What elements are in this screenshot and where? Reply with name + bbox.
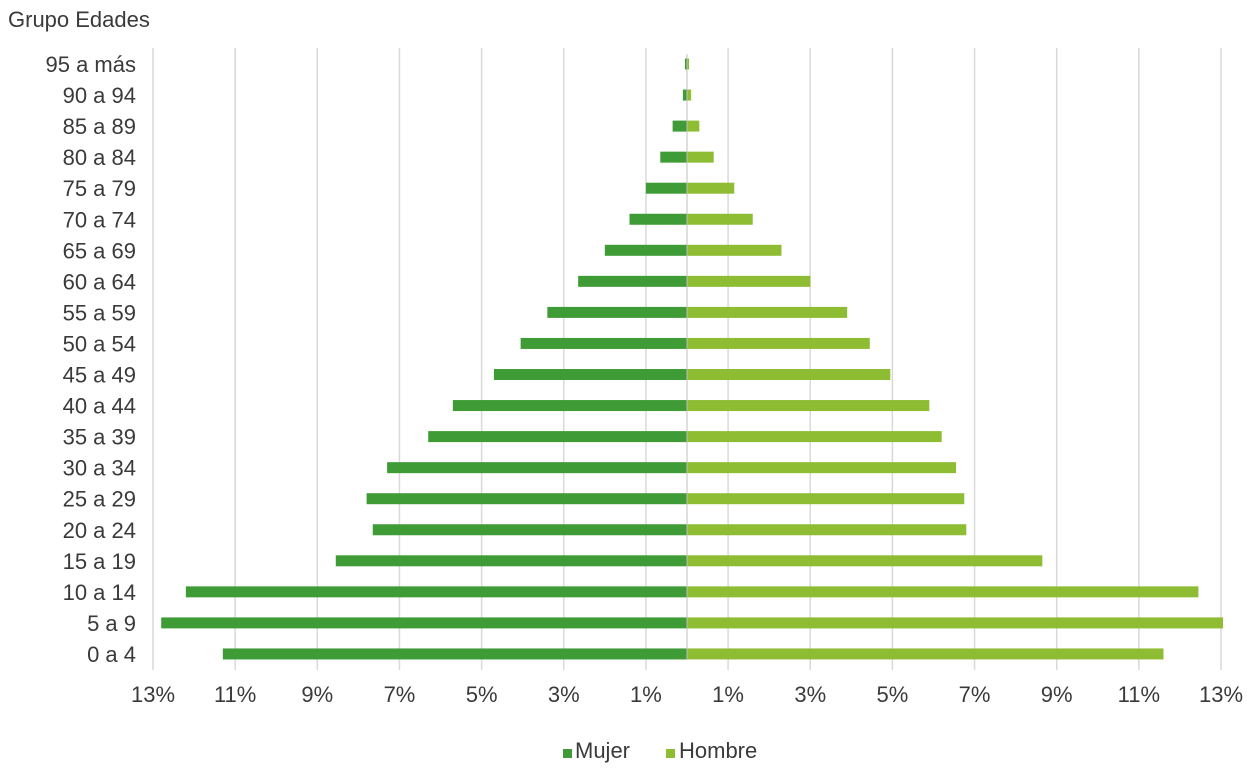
bar-hombre-9 — [687, 337, 870, 349]
x-tick-label-9: 5% — [876, 682, 908, 707]
bar-mujer-14 — [366, 493, 687, 505]
x-tick-label-1: 11% — [214, 682, 256, 707]
bar-mujer-0 — [684, 58, 687, 70]
x-tick-label-11: 9% — [1041, 682, 1073, 707]
bar-mujer-5 — [629, 213, 687, 225]
bar-hombre-5 — [687, 213, 753, 225]
category-label-1: 90 a 94 — [63, 83, 136, 108]
bar-hombre-17 — [687, 586, 1199, 598]
x-tick-label-5: 3% — [548, 682, 580, 707]
bar-mujer-15 — [372, 524, 687, 536]
bar-hombre-1 — [687, 89, 692, 101]
x-tick-label-8: 3% — [794, 682, 826, 707]
x-tick-label-13: 13% — [1199, 682, 1243, 707]
bar-hombre-6 — [687, 244, 782, 256]
x-tick-label-10: 7% — [959, 682, 991, 707]
bar-hombre-7 — [687, 275, 811, 287]
x-tick-label-4: 5% — [466, 682, 498, 707]
bar-mujer-8 — [547, 306, 687, 318]
x-tick-label-0: 13% — [131, 682, 175, 707]
category-label-17: 10 a 14 — [63, 580, 136, 605]
bar-hombre-2 — [687, 120, 700, 132]
category-label-0: 95 a más — [46, 52, 137, 77]
bar-mujer-18 — [161, 617, 687, 629]
bar-mujer-16 — [335, 555, 687, 567]
bar-hombre-16 — [687, 555, 1043, 567]
legend-swatch-hombre — [666, 749, 675, 758]
bar-mujer-4 — [645, 182, 687, 194]
category-label-11: 40 a 44 — [63, 394, 136, 419]
category-label-7: 60 a 64 — [63, 269, 136, 294]
bar-mujer-7 — [578, 275, 687, 287]
legend-label-mujer: Mujer — [575, 738, 630, 763]
category-label-10: 45 a 49 — [63, 363, 136, 388]
category-label-6: 65 a 69 — [63, 238, 136, 263]
bar-mujer-13 — [387, 462, 687, 474]
bar-hombre-0 — [687, 58, 690, 70]
category-label-14: 25 a 29 — [63, 487, 136, 512]
bar-hombre-8 — [687, 306, 848, 318]
x-tick-label-12: 11% — [1118, 682, 1160, 707]
category-label-13: 30 a 34 — [63, 456, 136, 481]
bar-hombre-13 — [687, 462, 957, 474]
bar-mujer-9 — [520, 337, 687, 349]
category-label-16: 15 a 19 — [63, 549, 136, 574]
bar-hombre-12 — [687, 431, 942, 443]
category-label-12: 35 a 39 — [63, 425, 136, 450]
bar-hombre-19 — [687, 648, 1164, 660]
bar-mujer-19 — [222, 648, 688, 660]
bar-hombre-3 — [687, 151, 714, 163]
legend: Mujer Hombre — [563, 738, 757, 763]
bar-mujer-6 — [604, 244, 687, 256]
bar-mujer-1 — [682, 89, 687, 101]
category-label-18: 5 a 9 — [87, 611, 136, 636]
x-tick-label-3: 7% — [384, 682, 416, 707]
x-tick-label-6: 1% — [630, 682, 662, 707]
bar-mujer-12 — [428, 431, 687, 443]
legend-swatch-mujer — [563, 749, 572, 758]
bar-mujer-10 — [493, 369, 687, 380]
bar-mujer-2 — [672, 120, 687, 132]
bar-hombre-15 — [687, 524, 967, 536]
bar-mujer-17 — [185, 586, 687, 598]
category-labels: 95 a más 90 a 94 85 a 89 80 a 84 75 a 79 70 a… — [46, 52, 137, 667]
category-label-3: 80 a 84 — [63, 145, 136, 170]
category-label-15: 20 a 24 — [63, 518, 136, 543]
category-label-19: 0 a 4 — [87, 642, 136, 667]
bars — [161, 58, 1224, 660]
legend-label-hombre: Hombre — [679, 738, 757, 763]
x-tick-label-2: 9% — [301, 682, 333, 707]
category-label-4: 75 a 79 — [63, 176, 136, 201]
x-tick-label-7: 1% — [712, 682, 744, 707]
bar-hombre-4 — [687, 182, 735, 194]
bar-hombre-14 — [687, 493, 965, 505]
bar-mujer-11 — [452, 400, 687, 412]
bar-hombre-18 — [687, 617, 1224, 629]
category-label-5: 70 a 74 — [63, 207, 136, 232]
gridlines — [152, 48, 1222, 670]
bar-mujer-3 — [660, 151, 687, 163]
category-label-2: 85 a 89 — [63, 114, 136, 139]
x-tick-labels: 13% 11% 9% 7% 5% 3% 1% 1% 3% 5% 7% 9% 11% 13% — [131, 682, 1243, 707]
category-label-8: 55 a 59 — [63, 300, 136, 325]
bar-hombre-10 — [687, 369, 891, 380]
y-axis-title: Grupo Edades — [8, 7, 150, 32]
category-label-9: 50 a 54 — [63, 331, 136, 356]
bar-hombre-11 — [687, 400, 930, 412]
